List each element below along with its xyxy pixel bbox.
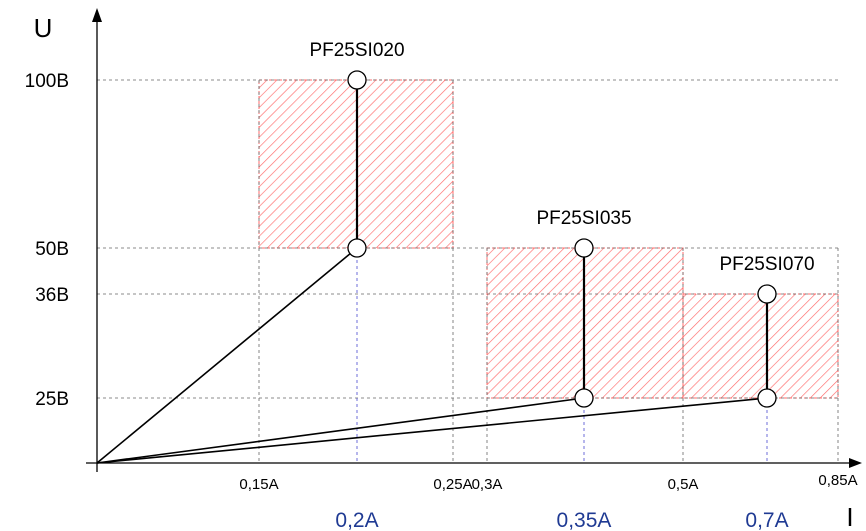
series-load-line-2	[96, 397, 585, 464]
y-tick-label-50: 50B	[35, 239, 69, 260]
series-point-min-3	[757, 388, 777, 408]
series-label-3: PF25SI070	[719, 254, 814, 275]
axes-layer: U I	[34, 8, 862, 531]
x-tick-label-0.5: 0,5A	[668, 476, 699, 493]
series-label-1: PF25SI020	[309, 40, 404, 61]
labels-layer: PF25SI020 PF25SI035 PF25SI070 25B 36B 50B 100B…	[25, 40, 858, 531]
series-point-max-3	[757, 284, 777, 304]
x-axis-arrow	[849, 458, 862, 468]
x-tick-label-0.15: 0,15A	[239, 476, 278, 493]
series-load-line-3	[96, 397, 768, 464]
series-point-min-2	[574, 388, 594, 408]
x-highlight-label-2: 0,35A	[557, 509, 612, 531]
x-highlight-label-1: 0,2A	[335, 509, 378, 531]
y-tick-label-25: 25B	[35, 389, 69, 410]
y-axis-title: U	[34, 13, 53, 43]
x-axis-title: I	[846, 502, 853, 531]
x-tick-label-0.3: 0,3A	[472, 476, 503, 493]
series-load-line-1	[96, 247, 358, 464]
hatched-region-3	[682, 293, 839, 399]
series-label-2: PF25SI035	[536, 208, 631, 229]
region-layer	[258, 79, 839, 399]
y-tick-label-36: 36B	[35, 285, 69, 306]
x-highlight-label-3: 0,7A	[745, 509, 788, 531]
y-axis-arrow	[92, 8, 102, 22]
series-layer	[96, 70, 777, 464]
grid-layer	[97, 79, 839, 463]
series-point-max-1	[347, 70, 367, 90]
series-point-max-2	[574, 238, 594, 258]
series-point-min-1	[347, 238, 367, 258]
x-tick-label-0.85: 0,85A	[818, 472, 857, 489]
x-tick-label-0.25: 0,25A	[433, 476, 472, 493]
y-tick-label-100: 100B	[25, 71, 69, 92]
